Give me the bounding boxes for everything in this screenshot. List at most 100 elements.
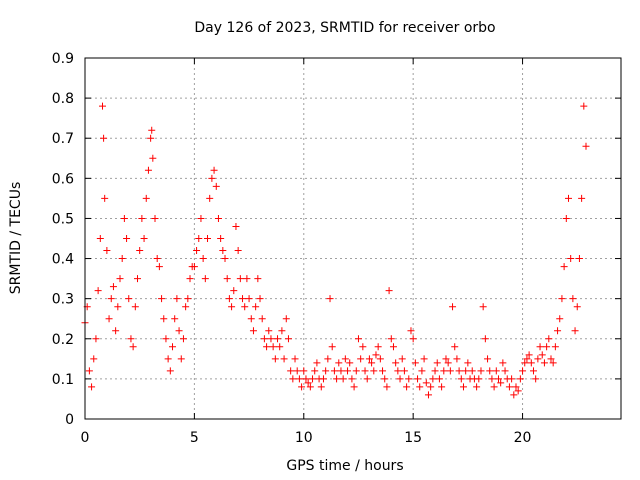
data-point <box>341 355 349 363</box>
data-point <box>175 327 183 335</box>
data-point <box>446 367 454 375</box>
data-point <box>103 247 111 255</box>
data-point <box>431 367 439 375</box>
data-point <box>359 343 367 351</box>
data-point <box>379 367 387 375</box>
data-point <box>449 303 457 311</box>
data-point <box>578 194 586 202</box>
data-point <box>99 102 107 110</box>
data-point <box>508 375 516 383</box>
data-point <box>492 367 500 375</box>
data-point <box>278 327 286 335</box>
x-tick-label: 0 <box>81 430 90 446</box>
data-point <box>271 355 279 363</box>
data-point <box>453 355 461 363</box>
data-point <box>427 383 435 391</box>
y-tick-label: 0.6 <box>52 171 74 187</box>
data-point <box>291 355 299 363</box>
data-point <box>280 355 288 363</box>
data-point <box>409 335 417 343</box>
data-point <box>160 315 168 323</box>
data-point <box>149 154 157 162</box>
data-point <box>190 263 198 271</box>
data-point <box>564 194 572 202</box>
data-point <box>438 383 446 391</box>
data-point <box>155 263 163 271</box>
data-point <box>206 194 214 202</box>
data-point <box>140 235 148 242</box>
data-point <box>354 335 362 343</box>
data-point <box>269 343 277 351</box>
data-point <box>284 335 292 343</box>
data-point <box>374 343 382 351</box>
data-point <box>420 355 428 363</box>
data-point <box>372 351 380 359</box>
data-point <box>475 375 483 383</box>
data-point <box>256 295 264 303</box>
data-point <box>184 295 192 303</box>
data-point <box>302 375 310 383</box>
data-point <box>468 367 476 375</box>
data-point <box>287 367 295 375</box>
data-point <box>376 355 384 363</box>
data-point <box>313 359 321 367</box>
data-point <box>182 303 190 311</box>
y-tick-label: 0.1 <box>52 372 74 388</box>
data-point <box>204 235 212 242</box>
data-point <box>306 383 314 391</box>
data-point <box>221 255 229 263</box>
data-point <box>138 214 146 222</box>
data-point <box>311 367 319 375</box>
data-point <box>186 275 194 283</box>
data-point <box>344 367 352 375</box>
data-point <box>195 235 203 242</box>
data-point <box>177 355 185 363</box>
data-point <box>249 327 257 335</box>
data-point <box>214 214 222 222</box>
data-point <box>510 391 518 399</box>
data-point <box>405 375 413 383</box>
data-point <box>144 166 152 174</box>
data-point <box>407 327 415 335</box>
data-point <box>350 383 358 391</box>
data-point <box>298 383 306 391</box>
data-point <box>573 303 581 311</box>
y-tick-label: 0.4 <box>52 252 74 268</box>
y-tick-label: 0.5 <box>52 211 74 227</box>
data-point <box>582 142 590 150</box>
data-point <box>357 355 365 363</box>
data-point <box>105 315 113 323</box>
data-point <box>560 263 568 271</box>
data-point <box>534 355 542 363</box>
x-axis-label: GPS time / hours <box>286 458 403 474</box>
data-point <box>127 335 135 343</box>
x-tick-label: 15 <box>404 430 422 446</box>
data-point <box>435 375 443 383</box>
data-point <box>219 247 227 255</box>
data-point <box>300 367 308 375</box>
data-point <box>361 367 369 375</box>
data-point <box>330 367 338 375</box>
data-point <box>100 134 108 142</box>
data-point <box>158 295 166 303</box>
data-point <box>540 359 548 367</box>
data-point <box>477 367 485 375</box>
data-point <box>392 359 400 367</box>
data-point <box>462 367 470 375</box>
data-point <box>197 214 205 222</box>
data-point <box>488 375 496 383</box>
data-point <box>166 367 174 375</box>
y-tick-label: 0.8 <box>52 91 74 107</box>
chart-title: Day 126 of 2023, SRMTID for receiver orb… <box>194 20 495 36</box>
data-point <box>389 343 397 351</box>
data-point <box>116 275 124 283</box>
data-point <box>442 355 450 363</box>
data-point <box>232 222 240 230</box>
data-point <box>225 295 233 303</box>
data-point <box>90 355 98 363</box>
data-point <box>322 367 330 375</box>
data-point <box>258 315 266 323</box>
data-point <box>365 355 373 363</box>
data-point <box>147 134 155 142</box>
data-point <box>153 255 161 263</box>
